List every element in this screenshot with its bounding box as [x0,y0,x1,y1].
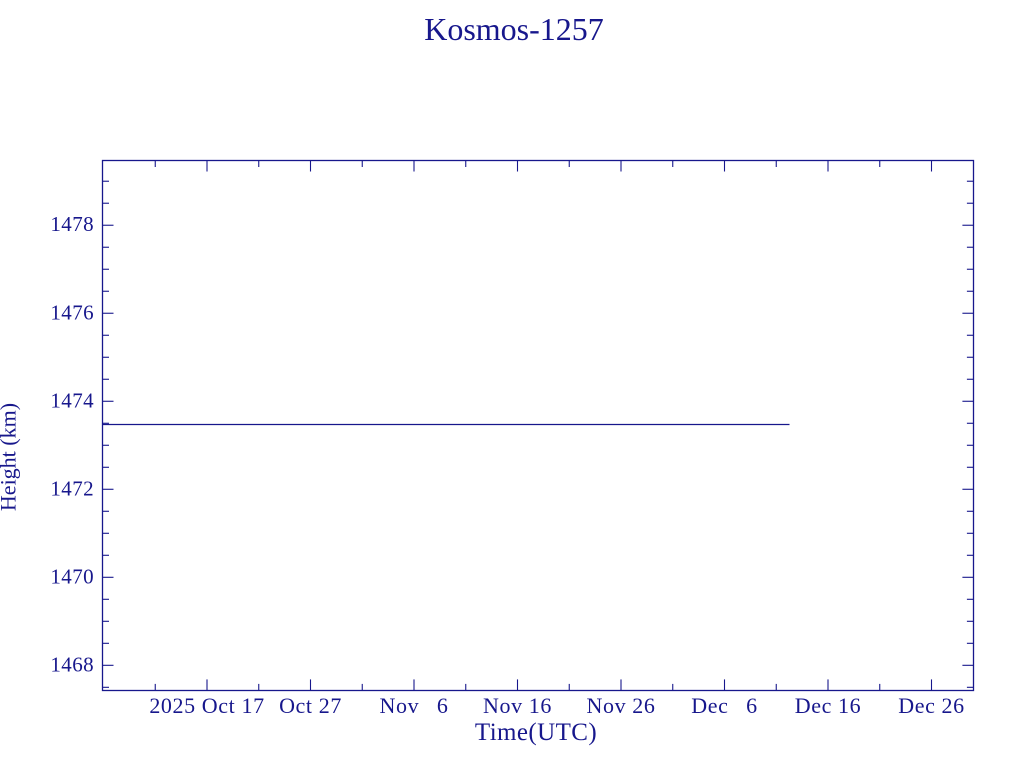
svg-text:Height (km): Height (km) [0,403,21,511]
svg-text:1468: 1468 [50,652,94,676]
svg-text:Kosmos-1257: Kosmos-1257 [424,11,604,47]
svg-text:1472: 1472 [50,476,94,500]
svg-text:1478: 1478 [50,212,94,236]
svg-text:2025 Oct 17: 2025 Oct 17 [149,693,264,718]
svg-text:Dec 6: Dec 6 [691,693,758,718]
svg-text:1470: 1470 [50,564,94,588]
svg-text:Nov 26: Nov 26 [587,693,656,718]
svg-text:Dec 26: Dec 26 [898,693,965,718]
svg-text:Nov 6: Nov 6 [380,693,449,718]
svg-text:Time(UTC): Time(UTC) [475,719,597,746]
svg-text:Nov 16: Nov 16 [483,693,552,718]
svg-text:Oct 27: Oct 27 [279,693,342,718]
svg-text:1474: 1474 [50,388,94,412]
svg-text:Dec 16: Dec 16 [795,693,862,718]
svg-text:1476: 1476 [50,300,94,324]
